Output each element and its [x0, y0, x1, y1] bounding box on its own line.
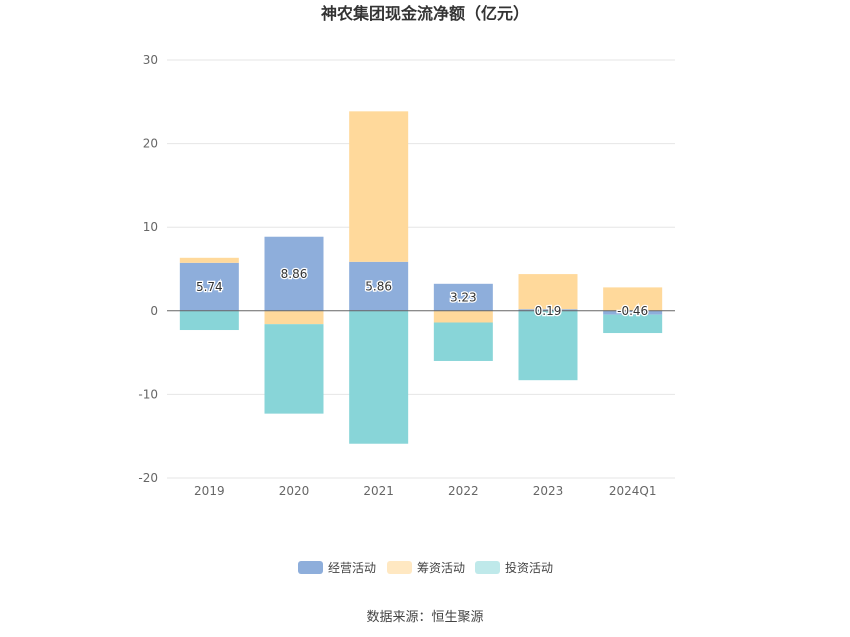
- x-tick-label: 2020: [279, 484, 310, 498]
- bar-1-1: [264, 310, 324, 325]
- y-tick-label: 10: [143, 220, 158, 234]
- bar-0-0: [179, 262, 239, 311]
- legend-swatch: [475, 561, 500, 574]
- y-axis: 30 20 10 0 -10 -20: [138, 53, 158, 485]
- x-axis: 2019 2020 2021 2022 2023 2024Q1: [194, 484, 656, 498]
- bar-1-0: [179, 257, 239, 263]
- x-tick-label: 2022: [448, 484, 479, 498]
- data-label: 0.19: [535, 304, 562, 318]
- chart-title: 神农集团现金流净额（亿元）: [321, 4, 529, 23]
- bar-0-1: [264, 236, 324, 311]
- data-labels: 5.74 8.86 5.86 3.23 0.19 -0.46: [195, 266, 650, 320]
- bar-2-0: [179, 310, 239, 331]
- data-label: 5.74: [196, 280, 223, 294]
- grid-lines: [167, 59, 675, 479]
- data-label: 5.86: [365, 279, 392, 293]
- data-label: 8.86: [281, 267, 308, 281]
- legend-label: 投资活动: [505, 560, 553, 575]
- source-note: 数据来源：恒生聚源: [366, 610, 483, 625]
- data-label: -0.46: [617, 304, 648, 318]
- bar-1-3: [433, 310, 493, 323]
- bar-0-5: [603, 310, 663, 315]
- y-tick-label: -20: [138, 471, 158, 485]
- y-tick-label: 0: [150, 304, 158, 318]
- legend-swatch: [298, 561, 323, 574]
- y-tick-label: 30: [143, 53, 158, 67]
- bar-2-2: [349, 310, 409, 444]
- bar-2-1: [264, 324, 324, 414]
- legend: 经营活动 筹资活动 投资活动: [298, 560, 553, 575]
- bar-2-3: [433, 322, 493, 361]
- x-tick-label: 2023: [533, 484, 564, 498]
- bar-0-4: [518, 309, 578, 311]
- x-tick-label: 2021: [363, 484, 394, 498]
- x-tick-label: 2024Q1: [609, 484, 657, 498]
- x-tick-label: 2019: [194, 484, 225, 498]
- bar-0-2: [349, 261, 409, 311]
- bar-1-5: [603, 287, 663, 311]
- bar-1-2: [349, 111, 409, 262]
- bar-1-4: [518, 274, 578, 310]
- data-label: 3.23: [450, 290, 477, 304]
- legend-item[interactable]: 投资活动: [475, 560, 553, 575]
- legend-item[interactable]: 经营活动: [298, 561, 376, 575]
- bars: [179, 111, 663, 444]
- legend-item[interactable]: 筹资活动: [387, 561, 465, 575]
- bar-0-3: [433, 283, 493, 311]
- bar-2-4: [518, 310, 578, 381]
- bar-2-5: [603, 314, 663, 334]
- y-tick-label: -10: [138, 387, 158, 401]
- y-tick-label: 20: [143, 137, 158, 151]
- legend-label: 筹资活动: [417, 561, 465, 575]
- legend-label: 经营活动: [328, 561, 376, 575]
- legend-swatch: [387, 561, 412, 574]
